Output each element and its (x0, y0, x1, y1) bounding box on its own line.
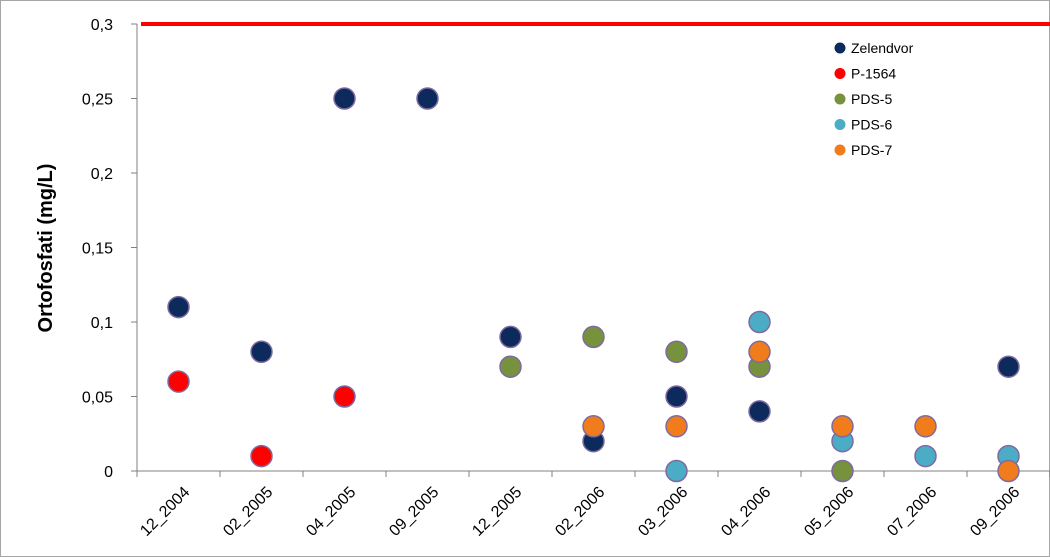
series-zelendvor (167, 87, 1020, 453)
data-point (748, 400, 771, 423)
data-point (831, 459, 854, 483)
legend-label: PDS-7 (851, 142, 892, 158)
legend-label: Zelendvor (851, 40, 914, 56)
y-tick-label: 0,15 (82, 241, 113, 258)
y-tick-label: 0,2 (91, 166, 113, 183)
data-point (416, 87, 439, 110)
data-point (997, 355, 1020, 378)
series-p-1564 (167, 370, 356, 468)
y-tick-label: 0 (104, 464, 113, 481)
legend: Zelendvor P-1564 PDS-5 PDS-6 PDS-7 (834, 40, 914, 158)
data-point (499, 355, 522, 378)
legend-label: P-1564 (851, 66, 896, 82)
y-tick-label: 0,05 (82, 390, 113, 407)
data-point (250, 340, 273, 364)
data-point (914, 415, 937, 438)
data-point (250, 444, 273, 468)
y-tick-group: 0 0,05 0,1 0,15 0,2 0,25 0,3 (82, 17, 137, 481)
data-point (665, 385, 688, 408)
y-tick-label: 0,3 (91, 17, 113, 34)
data-point (167, 370, 190, 393)
legend-marker (834, 68, 846, 79)
data-point (665, 340, 688, 364)
data-point (333, 87, 356, 110)
series-pds-7 (582, 340, 1020, 483)
data-point (333, 385, 356, 408)
y-tick-label: 0,25 (82, 92, 113, 109)
data-point (582, 415, 605, 438)
data-point (665, 459, 688, 483)
legend-marker (834, 144, 846, 156)
data-point (499, 325, 522, 349)
data-point (167, 295, 190, 319)
data-points (167, 87, 1020, 483)
data-point (665, 415, 688, 438)
y-tick-label: 0,1 (91, 315, 113, 332)
series-pds-6 (665, 310, 1020, 483)
legend-marker (834, 93, 846, 105)
data-point (914, 444, 937, 468)
legend-label: PDS-5 (851, 91, 892, 107)
legend-label: PDS-6 (851, 117, 892, 133)
data-point (748, 340, 771, 364)
data-point (997, 459, 1020, 483)
data-point (831, 415, 854, 438)
data-point (748, 310, 771, 334)
legend-marker (834, 119, 846, 130)
series-pds-5 (499, 325, 854, 483)
data-point (582, 325, 605, 349)
y-axis-title: Ortofosfati (mg/L) (35, 164, 57, 333)
legend-marker (834, 42, 846, 54)
